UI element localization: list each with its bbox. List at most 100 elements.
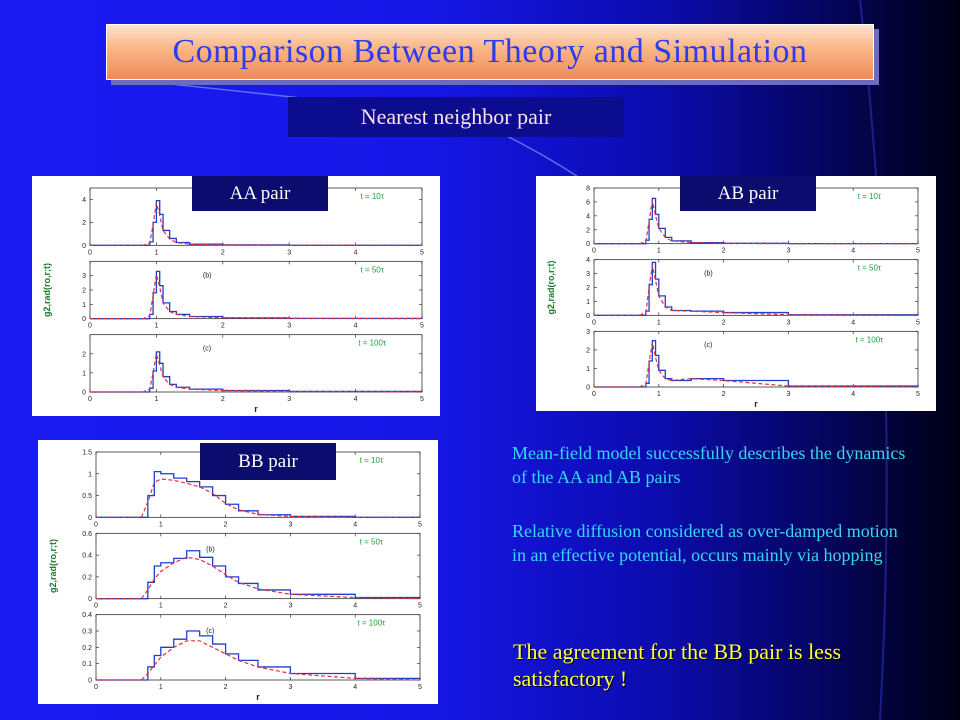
subplot-label: (b) xyxy=(704,270,713,277)
y-tick-label: 2 xyxy=(586,285,590,292)
subplot-label: (c) xyxy=(704,342,712,349)
bullet-mean-field: Mean-field model successfully describes … xyxy=(512,443,906,487)
x-tick-label: 3 xyxy=(287,396,291,403)
bullet-bb-agreement: The agreement for the BB pair is less sa… xyxy=(513,639,842,691)
simulation-series xyxy=(90,270,423,320)
y-tick-label: 0.4 xyxy=(82,553,92,560)
y-tick-label: 4 xyxy=(82,197,86,204)
theory-series xyxy=(96,556,421,600)
x-tick-label: 4 xyxy=(851,319,855,326)
x-axis-label: r xyxy=(254,404,258,414)
y-axis-label: g2,rad(ro,r;t) xyxy=(48,539,58,593)
subplot-label: (c) xyxy=(206,628,214,635)
theory-series xyxy=(90,202,423,246)
time-label: t = 50τ xyxy=(360,265,384,274)
x-tick-label: 0 xyxy=(94,684,98,691)
page-title: Comparison Between Theory and Simulation xyxy=(172,33,808,70)
subplot-frame xyxy=(593,259,919,316)
y-tick-label: 6 xyxy=(586,199,590,206)
chart-panel-bb: 0 1 2 3 4 5 0 0.5 1 1.5 t = 10τ 0 1 2 3 4 5 0 0.2 0.4 0.6 (b)… xyxy=(38,440,438,704)
subplot-frame xyxy=(593,330,919,388)
x-tick-label: 1 xyxy=(657,391,661,398)
chart-panel-ab: 0 1 2 3 4 5 0 2 4 6 8 t = 10τ 0 1 2 3 4 5 0 1 2 3 4 (b) t = 50τ 0… xyxy=(536,176,936,411)
tag-ab-pair: AB pair xyxy=(680,176,816,211)
simulation-series xyxy=(96,470,420,518)
x-tick-label: 5 xyxy=(418,684,422,691)
y-tick-label: 0.6 xyxy=(82,531,92,538)
x-tick-label: 0 xyxy=(88,396,92,403)
x-tick-label: 3 xyxy=(786,391,790,398)
theory-series xyxy=(594,342,919,388)
tag-ab-label: AB pair xyxy=(717,182,779,204)
tag-bb-label: BB pair xyxy=(238,450,298,472)
theory-series xyxy=(96,478,420,518)
y-tick-label: 1.5 xyxy=(82,450,92,457)
time-label: t = 100τ xyxy=(855,335,884,344)
x-axis-label: r xyxy=(256,692,260,702)
x-tick-label: 1 xyxy=(657,319,661,326)
x-tick-label: 2 xyxy=(221,396,225,403)
x-tick-label: 0 xyxy=(94,603,98,610)
y-tick-label: 0.2 xyxy=(82,645,92,652)
simulation-series xyxy=(96,550,421,600)
y-tick-label: 8 xyxy=(586,186,590,193)
y-tick-label: 0.2 xyxy=(82,574,92,581)
y-tick-label: 1 xyxy=(586,299,590,306)
y-axis-label: g2,rad(ro,r;t) xyxy=(546,260,556,314)
x-tick-label: 5 xyxy=(916,319,920,326)
y-tick-label: 0 xyxy=(82,390,86,397)
bullet-relative-diffusion: Relative diffusion considered as over-da… xyxy=(512,521,898,565)
y-tick-label: 3 xyxy=(586,329,590,336)
x-tick-label: 4 xyxy=(353,684,357,691)
theory-series xyxy=(96,640,421,681)
x-tick-label: 2 xyxy=(722,248,726,255)
time-label: t = 10τ xyxy=(360,456,384,465)
subtitle-box: Nearest neighbor pair xyxy=(288,97,624,137)
page-subtitle: Nearest neighbor pair xyxy=(360,104,552,129)
x-tick-label: 0 xyxy=(592,248,596,255)
x-tick-label: 2 xyxy=(221,249,225,256)
x-tick-label: 2 xyxy=(221,323,225,330)
y-tick-label: 4 xyxy=(586,213,590,220)
y-tick-label: 4 xyxy=(586,257,590,264)
y-tick-label: 0.4 xyxy=(82,612,92,619)
tag-aa-label: AA pair xyxy=(229,182,291,204)
x-tick-label: 0 xyxy=(592,319,596,326)
x-tick-label: 0 xyxy=(592,391,596,398)
y-tick-label: 2 xyxy=(586,227,590,234)
y-tick-label: 2 xyxy=(82,220,86,227)
theory-series xyxy=(594,265,919,316)
x-tick-label: 5 xyxy=(916,248,920,255)
x-tick-label: 1 xyxy=(657,248,661,255)
y-tick-label: 0.1 xyxy=(82,661,92,668)
y-tick-label: 2 xyxy=(586,347,590,354)
y-tick-label: 2 xyxy=(82,288,86,295)
x-tick-label: 1 xyxy=(154,323,158,330)
y-tick-label: 0.5 xyxy=(82,493,92,500)
y-tick-label: 2 xyxy=(82,351,86,358)
x-tick-label: 5 xyxy=(418,603,422,610)
x-tick-label: 5 xyxy=(420,249,424,256)
y-tick-label: 1 xyxy=(82,302,86,309)
simulation-series xyxy=(594,261,919,316)
x-tick-label: 4 xyxy=(851,248,855,255)
x-tick-label: 3 xyxy=(287,249,291,256)
x-tick-label: 1 xyxy=(159,603,163,610)
y-axis-label: g2,rad(ro,r;t) xyxy=(42,263,52,317)
x-tick-label: 2 xyxy=(224,521,228,528)
simulation-series xyxy=(594,339,919,388)
x-axis-label: r xyxy=(754,399,758,409)
x-tick-label: 4 xyxy=(354,396,358,403)
x-tick-label: 0 xyxy=(88,249,92,256)
y-tick-label: 0.3 xyxy=(82,629,92,636)
x-tick-label: 3 xyxy=(288,521,292,528)
x-tick-label: 5 xyxy=(420,396,424,403)
subplot-label: (c) xyxy=(203,346,211,353)
tag-bb-pair: BB pair xyxy=(200,443,336,480)
time-label: t = 50τ xyxy=(360,537,384,546)
y-tick-label: 1 xyxy=(88,471,92,478)
x-tick-label: 0 xyxy=(88,323,92,330)
chart-ab: 0 1 2 3 4 5 0 2 4 6 8 t = 10τ 0 1 2 3 4 5 0 1 2 3 4 (b) t = 50τ 0… xyxy=(546,186,920,410)
y-tick-label: 0 xyxy=(88,515,92,522)
theory-series xyxy=(594,200,919,245)
